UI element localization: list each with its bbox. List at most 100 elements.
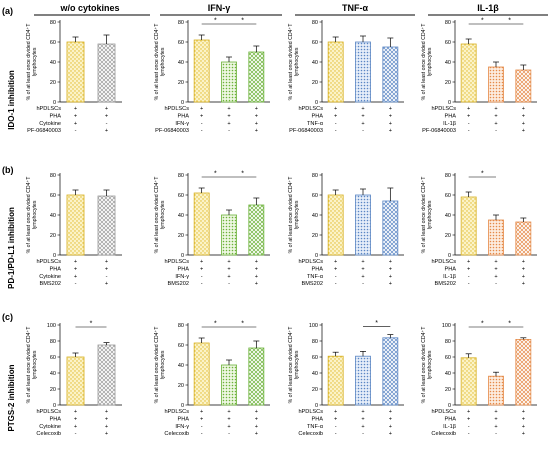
condition-sign: + — [522, 121, 525, 127]
bar — [66, 41, 85, 103]
condition-sign: + — [389, 113, 392, 119]
y-tick-label: 20 — [178, 233, 184, 239]
condition-sign: - — [468, 281, 470, 287]
ylabel-line1: % of at least once divided CD4⁺T — [288, 326, 294, 404]
condition-sign: + — [227, 113, 230, 119]
y-tick-label: 20 — [445, 233, 451, 239]
y-tick-label: 60 — [312, 40, 318, 46]
condition-sign: + — [467, 416, 470, 422]
charts: % of at least once divided CD4⁺T lymphocy… — [26, 18, 537, 437]
condition-label: BMS202 — [168, 281, 189, 287]
condition-sign: - — [495, 431, 497, 437]
y-tick-label: 0 — [181, 253, 184, 259]
condition-label: TNF-α — [307, 121, 324, 127]
ylabel-line1: % of at least once divided CD4⁺T — [421, 23, 427, 101]
bar — [97, 195, 116, 256]
condition-sign: - — [335, 424, 337, 430]
row-letter-b: (b) — [2, 165, 14, 175]
condition-sign: + — [494, 259, 497, 265]
condition-sign: + — [389, 431, 392, 437]
condition-sign: + — [494, 106, 497, 112]
y-tick-label: 20 — [312, 387, 318, 393]
bar — [355, 194, 371, 256]
condition-sign: + — [522, 259, 525, 265]
condition-sign: - — [75, 431, 77, 437]
condition-sign: + — [227, 121, 230, 127]
condition-sign: + — [334, 106, 337, 112]
condition-sign: - — [201, 424, 203, 430]
condition-sign: + — [389, 274, 392, 280]
condition-sign: + — [361, 274, 364, 280]
condition-label: PHA — [444, 266, 456, 272]
chart-panel-2-0: % of at least once divided CD4⁺T lymphocy… — [26, 321, 122, 437]
bar — [460, 43, 477, 103]
condition-sign: + — [200, 259, 203, 265]
condition-label: PHA — [49, 266, 61, 272]
y-tick-label: 100 — [309, 323, 318, 329]
bar — [382, 200, 399, 256]
condition-label: BMS202 — [302, 281, 323, 287]
condition-label: hPDLSCs — [36, 106, 61, 112]
bar — [382, 46, 399, 103]
y-tick-label: 80 — [445, 20, 451, 26]
y-tick-label: 60 — [312, 193, 318, 199]
condition-label: PHA — [311, 266, 323, 272]
y-tick-label: 60 — [445, 355, 451, 361]
condition-label: IFN-γ — [175, 121, 189, 127]
condition-sign: + — [105, 409, 108, 415]
condition-label: hPDLSCs — [298, 106, 323, 112]
chart-panel-1-1: % of at least once divided CD4⁺T lymphocy… — [154, 171, 270, 287]
y-tick-label: 80 — [312, 173, 318, 179]
y-tick-label: 0 — [181, 403, 184, 409]
chart-panel-1-3: % of at least once divided CD4⁺T lymphocy… — [421, 171, 537, 287]
condition-sign: + — [74, 259, 77, 265]
condition-sign: + — [522, 409, 525, 415]
condition-label: Celecoxib — [298, 431, 323, 437]
y-tick-label: 60 — [178, 193, 184, 199]
y-tick-label: 40 — [178, 213, 184, 219]
bar — [515, 338, 532, 406]
chart-panel-2-2: % of at least once divided CD4⁺T lymphocy… — [288, 320, 404, 437]
condition-sign: + — [255, 281, 258, 287]
bar — [355, 41, 371, 103]
bar — [515, 221, 532, 256]
ylabel-line2: lymphocytes — [32, 350, 38, 379]
condition-sign: + — [389, 424, 392, 430]
y-tick-label: 80 — [312, 20, 318, 26]
bar — [488, 219, 504, 256]
condition-label: PHA — [49, 113, 61, 119]
significance-mark: * — [241, 18, 244, 25]
condition-sign: - — [335, 281, 337, 287]
bar — [66, 356, 85, 406]
condition-label: Cytokine — [39, 424, 61, 430]
condition-label: PHA — [177, 266, 189, 272]
condition-sign: + — [361, 266, 364, 272]
condition-label: hPDLSCs — [164, 409, 189, 415]
condition-sign: + — [361, 409, 364, 415]
condition-sign: + — [467, 259, 470, 265]
condition-sign: - — [228, 431, 230, 437]
condition-sign: - — [106, 274, 108, 280]
row-letter-c: (c) — [2, 312, 13, 322]
condition-sign: + — [494, 416, 497, 422]
condition-label: hPDLSCs — [164, 259, 189, 265]
row-label-c: PTGS-2 inhibition — [7, 364, 16, 431]
condition-sign: + — [389, 266, 392, 272]
condition-label: hPDLSCs — [164, 106, 189, 112]
condition-sign: + — [105, 113, 108, 119]
y-tick-label: 0 — [448, 403, 451, 409]
condition-sign: + — [361, 106, 364, 112]
condition-sign: + — [522, 431, 525, 437]
condition-label: PF-06840003 — [155, 128, 189, 134]
condition-label: IFN-γ — [175, 274, 189, 280]
chart-panel-1-0: % of at least once divided CD4⁺T lymphocy… — [26, 173, 122, 287]
significance-mark: * — [214, 18, 217, 25]
condition-sign: + — [494, 409, 497, 415]
ylabel-line1: % of at least once divided CD4⁺T — [421, 326, 427, 404]
condition-sign: + — [522, 113, 525, 119]
condition-label: hPDLSCs — [298, 259, 323, 265]
condition-sign: + — [227, 106, 230, 112]
condition-sign: + — [334, 416, 337, 422]
ylabel-line2: lymphocytes — [427, 350, 433, 379]
y-tick-label: 40 — [445, 371, 451, 377]
